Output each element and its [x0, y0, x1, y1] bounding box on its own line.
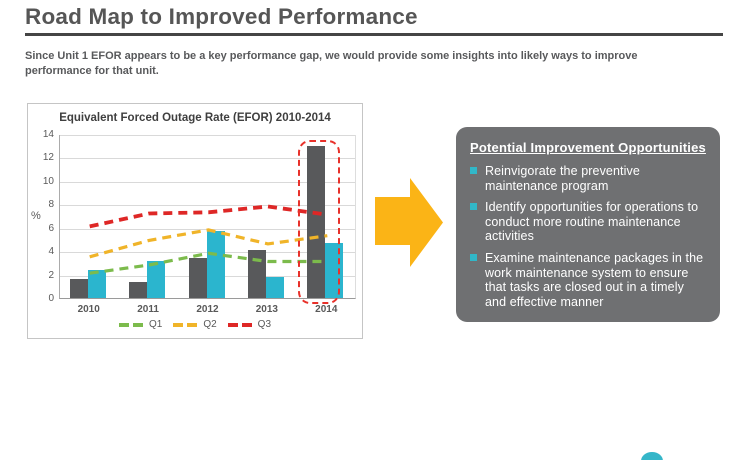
legend-item-Q2: Q2 — [173, 319, 217, 330]
y-tick-label: 8 — [48, 199, 54, 211]
y-axis-label: % — [31, 210, 41, 222]
y-tick-label: 4 — [48, 246, 54, 258]
legend-dash-icon — [187, 322, 198, 327]
list-item: Examine maintenance packages in the work… — [470, 251, 706, 309]
bar-cyan-bar — [147, 260, 166, 298]
chart-title: Equivalent Forced Outage Rate (EFOR) 201… — [59, 112, 331, 124]
gridline — [60, 158, 355, 160]
legend-dash-icon — [241, 322, 252, 327]
y-tick-label: 14 — [42, 129, 54, 140]
x-tick-label: 2014 — [315, 304, 338, 315]
legend-dash-icon — [173, 322, 184, 327]
y-tick-label: 6 — [48, 222, 54, 234]
legend-label: Q2 — [203, 319, 217, 330]
legend-item-Q3: Q3 — [227, 319, 272, 330]
bar-cyan-bar — [265, 276, 284, 298]
legend-dash-icon — [118, 322, 129, 327]
list-item: Identify opportunities for operations to… — [470, 200, 706, 244]
opportunities-heading: Potential Improvement Opportunities — [470, 140, 706, 155]
bar-dark-gray-bar — [129, 281, 148, 298]
bar-dark-gray-bar — [247, 249, 266, 298]
Q1-line — [89, 251, 328, 275]
bar-dark-gray-bar — [69, 279, 88, 298]
highlight-rect-2014 — [298, 140, 341, 304]
y-tick-label: 0 — [48, 293, 54, 304]
chart-legend: Q1 Q2 Q3 — [28, 319, 362, 330]
bullet-square-icon — [470, 253, 477, 261]
y-tick-label: 2 — [48, 269, 54, 281]
Q2-line — [89, 228, 328, 259]
gridline — [60, 205, 355, 207]
bar-dark-gray-bar — [188, 258, 207, 298]
opportunity-text: Examine maintenance packages in the work… — [485, 250, 704, 309]
y-tick-label: 12 — [42, 152, 54, 164]
right-arrow-icon — [375, 178, 443, 267]
list-item: Reinvigorate the preventive maintenance … — [470, 164, 706, 193]
chart-plot-area — [59, 135, 356, 304]
opportunities-panel: Potential Improvement Opportunities Rein… — [456, 127, 720, 322]
legend-label: Q3 — [257, 319, 272, 330]
legend-label: Q1 — [148, 319, 163, 330]
x-tick-label: 2013 — [255, 304, 278, 315]
efor-chart: Equivalent Forced Outage Rate (EFOR) 201… — [27, 103, 363, 339]
bar-cyan-bar — [206, 231, 225, 298]
partial-logo-icon — [641, 452, 663, 460]
page-title: Road Map to Improved Performance — [25, 4, 418, 29]
legend-dash-icon — [227, 322, 238, 327]
Q3-line — [89, 204, 328, 229]
legend-item-Q1: Q1 — [118, 319, 163, 330]
opportunities-list: Reinvigorate the preventive maintenance … — [470, 164, 706, 309]
gridline — [60, 181, 355, 183]
bullet-square-icon — [470, 203, 477, 211]
opportunity-text: Identify opportunities for operations to… — [485, 200, 699, 244]
y-tick-label: 10 — [42, 175, 54, 187]
gridline — [60, 135, 355, 136]
x-tick-label: 2010 — [77, 304, 100, 315]
legend-dash-icon — [132, 322, 143, 327]
opportunity-text: Reinvigorate the preventive maintenance … — [485, 164, 640, 193]
bullet-square-icon — [470, 167, 477, 174]
slide-subtitle: Since Unit 1 EFOR appears to be a key pe… — [25, 50, 638, 77]
x-tick-label: 2012 — [196, 304, 219, 315]
line-series-layer — [89, 204, 328, 275]
title-underline — [25, 33, 723, 36]
x-tick-label: 2011 — [137, 304, 159, 315]
bar-cyan-bar — [87, 269, 106, 298]
